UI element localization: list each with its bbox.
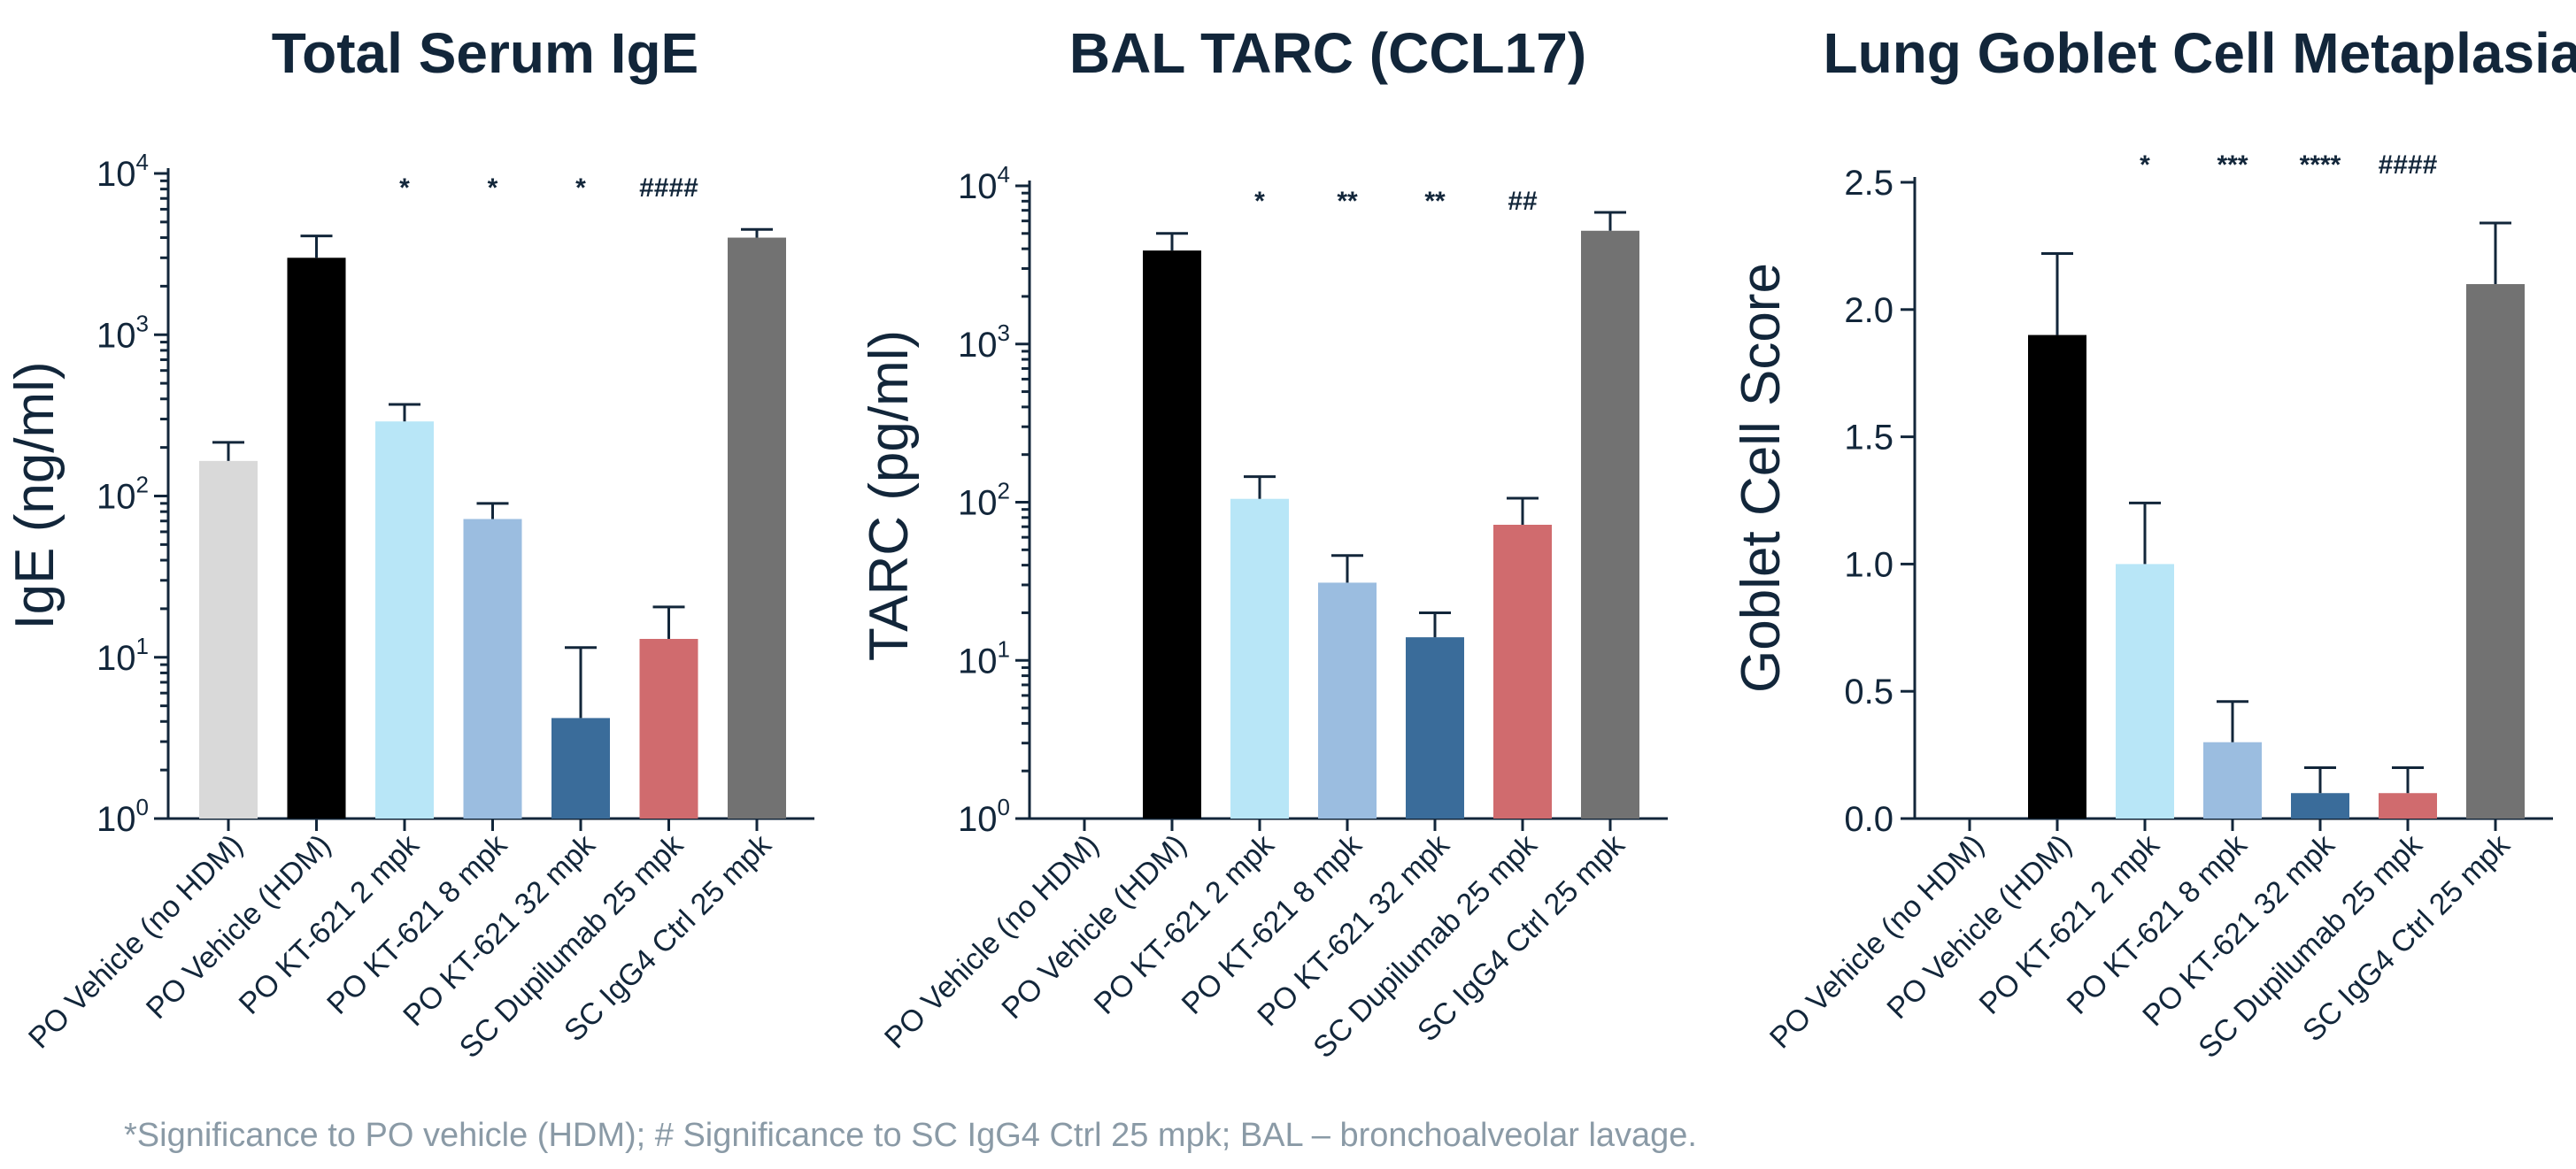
bar: [1230, 498, 1289, 819]
chart-title: Total Serum IgE: [272, 21, 698, 85]
y-tick-exponent: 2: [998, 478, 1010, 504]
y-tick-base: 10: [958, 484, 998, 523]
y-tick-label: 101: [96, 633, 149, 678]
bar: [551, 718, 610, 819]
y-tick-base: 10: [96, 316, 136, 355]
y-tick-base: 10: [958, 326, 998, 365]
bar: [728, 237, 786, 819]
bar: [1493, 525, 1552, 819]
y-tick-base: 10: [96, 639, 136, 678]
footnote: *Significance to PO vehicle (HDM); # Sig…: [124, 1117, 1697, 1154]
y-tick-label: 103: [96, 310, 149, 355]
y-axis-label: Goblet Cell Score: [1731, 263, 1792, 693]
y-tick-base: 10: [96, 800, 136, 839]
significance-marker: ####: [639, 173, 698, 203]
bar: [1318, 582, 1377, 819]
y-tick-base: 10: [958, 167, 998, 206]
y-tick-exponent: 0: [998, 794, 1010, 820]
significance-marker: **: [1337, 187, 1358, 216]
bar: [199, 460, 258, 819]
bar: [463, 519, 522, 819]
y-tick-label: 100: [96, 794, 149, 839]
bar: [2466, 284, 2525, 819]
y-tick-label: 101: [958, 635, 1010, 681]
significance-marker: *: [1254, 187, 1265, 216]
y-tick-label: 0.5: [1844, 673, 1893, 711]
bar: [1406, 637, 1464, 819]
significance-marker: ####: [2379, 150, 2438, 180]
bar: [287, 258, 346, 819]
y-tick-label: 102: [958, 478, 1010, 523]
bar: [2291, 793, 2349, 819]
y-tick-label: 100: [958, 794, 1010, 839]
y-tick-exponent: 0: [136, 794, 149, 820]
y-tick-exponent: 2: [136, 472, 149, 498]
y-tick-label: 2.5: [1844, 164, 1893, 203]
significance-marker: ****: [2300, 150, 2341, 180]
y-axis-label: IgE (ng/ml): [4, 361, 66, 629]
significance-marker: *: [2140, 150, 2150, 180]
y-tick-exponent: 1: [136, 633, 149, 659]
y-tick-base: 10: [958, 642, 998, 681]
y-tick-exponent: 3: [136, 310, 149, 336]
chart-title: BAL TARC (CCL17): [1069, 21, 1586, 85]
bar: [639, 638, 698, 819]
chart-title: Lung Goblet Cell Metaplasia: [1824, 21, 2576, 85]
y-axis-label: TARC (pg/ml): [859, 330, 920, 661]
significance-marker: *: [399, 173, 410, 203]
y-tick-base: 10: [958, 800, 998, 839]
significance-marker: ***: [2217, 150, 2248, 180]
chart-2: BAL TARC (CCL17)TARC (pg/ml)100101102103…: [859, 21, 1668, 1065]
y-tick-exponent: 4: [998, 161, 1010, 188]
significance-marker: **: [1424, 187, 1446, 216]
significance-marker: *: [488, 173, 498, 203]
y-tick-label: 1.5: [1844, 419, 1893, 458]
y-tick-exponent: 1: [998, 635, 1010, 662]
bar: [2379, 793, 2437, 819]
y-tick-exponent: 4: [136, 149, 149, 175]
chart-3: Lung Goblet Cell Metaplasia Goblet Cell S…: [1731, 21, 2576, 1065]
significance-marker: ##: [1508, 187, 1538, 216]
bar: [375, 421, 434, 819]
y-tick-label: 1.0: [1844, 545, 1893, 584]
bar: [2203, 742, 2262, 819]
y-tick-label: 104: [958, 161, 1010, 206]
bar: [2116, 564, 2174, 819]
y-tick-label: 2.0: [1844, 291, 1893, 330]
significance-marker: *: [575, 173, 586, 203]
y-tick-label: 0.0: [1844, 800, 1893, 839]
y-tick-label: 104: [96, 149, 149, 194]
y-tick-label: 103: [958, 319, 1010, 365]
bar: [2028, 335, 2086, 819]
bar: [1143, 250, 1201, 819]
bar: [1581, 230, 1639, 819]
y-tick-exponent: 3: [998, 319, 1010, 346]
y-tick-base: 10: [96, 155, 136, 194]
y-tick-base: 10: [96, 478, 136, 517]
y-tick-label: 102: [96, 472, 149, 517]
